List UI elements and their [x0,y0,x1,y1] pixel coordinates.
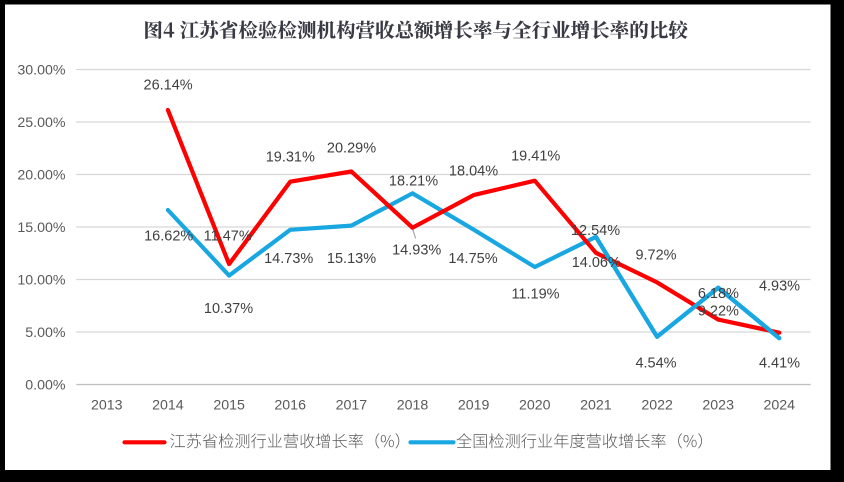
svg-text:2024: 2024 [764,398,796,414]
svg-text:14.75%: 14.75% [448,251,497,267]
svg-text:15.13%: 15.13% [327,251,376,267]
svg-text:20.29%: 20.29% [327,141,376,157]
svg-text:19.31%: 19.31% [266,150,315,166]
svg-text:15.00%: 15.00% [17,220,66,236]
svg-text:12.54%: 12.54% [571,223,620,239]
svg-text:2014: 2014 [152,398,184,414]
svg-text:2020: 2020 [519,398,551,414]
svg-text:18.04%: 18.04% [449,164,498,180]
svg-text:11.19%: 11.19% [511,286,559,302]
svg-text:9.22%: 9.22% [698,304,739,320]
svg-text:2013: 2013 [91,398,123,414]
svg-text:6.18%: 6.18% [698,286,739,302]
svg-text:2021: 2021 [580,398,612,414]
svg-text:10.00%: 10.00% [17,272,66,288]
svg-text:14.73%: 14.73% [264,251,313,267]
svg-text:14.93%: 14.93% [392,243,441,259]
svg-text:4.54%: 4.54% [635,356,676,372]
svg-text:2023: 2023 [702,398,734,414]
svg-text:5.00%: 5.00% [25,325,66,341]
svg-text:25.00%: 25.00% [17,115,66,131]
svg-text:9.72%: 9.72% [635,248,676,264]
svg-text:2022: 2022 [641,398,673,414]
svg-text:19.41%: 19.41% [511,149,560,165]
svg-text:20.00%: 20.00% [17,167,66,183]
svg-text:4.41%: 4.41% [759,356,800,372]
svg-text:2018: 2018 [397,398,429,414]
svg-text:10.37%: 10.37% [204,301,253,317]
svg-text:18.21%: 18.21% [389,173,438,189]
svg-text:30.00%: 30.00% [17,62,66,78]
svg-text:0.00%: 0.00% [25,377,66,393]
svg-text:2015: 2015 [213,398,245,414]
svg-text:2019: 2019 [458,398,490,414]
svg-text:2017: 2017 [336,398,368,414]
svg-text:4.93%: 4.93% [759,279,800,295]
svg-text:26.14%: 26.14% [144,78,193,94]
svg-text:16.62%: 16.62% [144,228,193,244]
svg-text:2016: 2016 [274,398,306,414]
svg-text:11.47%: 11.47% [204,228,252,244]
svg-text:14.06%: 14.06% [572,255,621,271]
